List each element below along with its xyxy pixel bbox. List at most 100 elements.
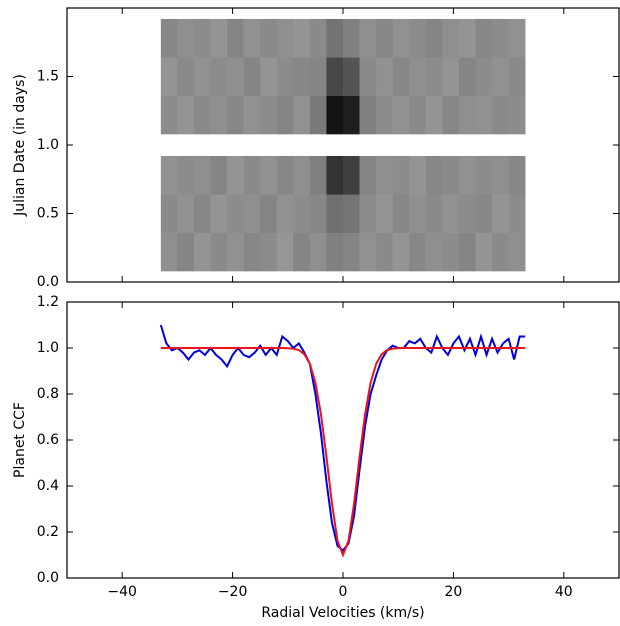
heatmap-cell xyxy=(260,57,278,96)
x-tick-label: 20 xyxy=(444,584,462,600)
heatmap-cell xyxy=(309,95,327,135)
heatmap-cell xyxy=(343,95,360,135)
heatmap-cell xyxy=(409,155,427,195)
heatmap-cell xyxy=(326,194,344,233)
heatmap-cell xyxy=(326,155,344,195)
y-tick-label: 0.2 xyxy=(37,524,59,540)
heatmap-cell xyxy=(276,232,294,272)
heatmap-cell xyxy=(210,95,228,135)
y-tick-label: 0.4 xyxy=(37,478,59,494)
heatmap-cell xyxy=(409,232,427,272)
y-axis-label: Planet CCF xyxy=(12,402,28,478)
heatmap-cell xyxy=(392,95,410,135)
heatmap-cell xyxy=(160,57,178,96)
heatmap-cell xyxy=(293,232,311,272)
heatmap-cell xyxy=(276,95,294,135)
heatmap-cell xyxy=(508,95,526,135)
heatmap-cell xyxy=(359,194,377,233)
y-tick-label: 0.0 xyxy=(37,274,59,290)
heatmap-cell xyxy=(210,155,228,195)
heatmap-cell xyxy=(409,57,427,96)
heatmap-cell xyxy=(475,18,493,58)
y-tick-label: 1.5 xyxy=(37,69,59,85)
heatmap-cell xyxy=(160,194,178,233)
y-tick-label: 1.2 xyxy=(37,294,59,310)
heatmap-cell xyxy=(243,57,261,96)
heatmap-cell xyxy=(359,57,377,96)
heatmap-cell xyxy=(376,95,393,135)
heatmap-cell xyxy=(475,194,493,233)
heatmap-cell xyxy=(376,232,393,272)
heatmap-cell xyxy=(227,232,244,272)
heatmap-cell xyxy=(326,57,344,96)
y-tick-label: 0.0 xyxy=(37,570,59,586)
heatmap-cell xyxy=(227,155,244,195)
heatmap-cell xyxy=(508,18,526,58)
heatmap-cell xyxy=(293,194,311,233)
heatmap-cell xyxy=(409,95,427,135)
heatmap-cell xyxy=(492,95,509,135)
heatmap-cell xyxy=(160,155,178,195)
heatmap-cell xyxy=(458,232,476,272)
heatmap-cell xyxy=(492,194,509,233)
heatmap-cell xyxy=(193,155,211,195)
heatmap-cell xyxy=(260,18,278,58)
heatmap-cell xyxy=(392,18,410,58)
heatmap-cell xyxy=(442,194,460,233)
heatmap-cell xyxy=(243,18,261,58)
y-tick-label: 0.8 xyxy=(37,386,59,402)
heatmap-cell xyxy=(160,232,178,272)
heatmap-cell xyxy=(293,57,311,96)
heatmap-cell xyxy=(309,232,327,272)
heatmap-cell xyxy=(177,95,195,135)
heatmap-cell xyxy=(193,232,211,272)
heatmap-cell xyxy=(458,57,476,96)
heatmap-cell xyxy=(442,155,460,195)
heatmap-cell xyxy=(492,155,509,195)
heatmap-cell xyxy=(508,232,526,272)
y-axis-label: Julian Date (in days) xyxy=(12,74,28,217)
heatmap-cell xyxy=(359,232,377,272)
heatmap-cell xyxy=(177,18,195,58)
heatmap-cell xyxy=(260,95,278,135)
axes-frame xyxy=(66,301,620,579)
heatmap-cell xyxy=(409,18,427,58)
heatmap-cell xyxy=(210,57,228,96)
heatmap-cell xyxy=(260,155,278,195)
heatmap-cell xyxy=(409,194,427,233)
heatmap-cell xyxy=(359,18,377,58)
heatmap-cell xyxy=(508,194,526,233)
heatmap-cell xyxy=(243,232,261,272)
heatmap-cell xyxy=(392,155,410,195)
heatmap-cell xyxy=(492,57,509,96)
heatmap-cell xyxy=(376,194,393,233)
heatmap-cell xyxy=(508,57,526,96)
heatmap-cell xyxy=(326,18,344,58)
heatmap-cell xyxy=(475,232,493,272)
heatmap-cell xyxy=(193,95,211,135)
heatmap-cell xyxy=(392,194,410,233)
heatmap-cell xyxy=(309,155,327,195)
x-tick-label: −40 xyxy=(107,584,137,600)
heatmap-cell xyxy=(177,232,195,272)
y-tick-label: 0.6 xyxy=(37,432,59,448)
heatmap-cell xyxy=(343,18,360,58)
heatmap-cell xyxy=(425,57,443,96)
heatmap-cell xyxy=(492,232,509,272)
heatmap-cell xyxy=(442,232,460,272)
heatmap-cell xyxy=(193,194,211,233)
heatmap-cell xyxy=(425,232,443,272)
heatmap-cell xyxy=(425,194,443,233)
heatmap-cell xyxy=(160,18,178,58)
heatmap-cell xyxy=(210,232,228,272)
x-tick-label: 0 xyxy=(339,584,348,600)
heatmap-cell xyxy=(458,95,476,135)
heatmap-cell xyxy=(309,18,327,58)
heatmap-cell xyxy=(227,95,244,135)
heatmap-cell xyxy=(425,18,443,58)
heatmap-cell xyxy=(260,194,278,233)
heatmap-cell xyxy=(475,95,493,135)
heatmap-cell xyxy=(260,232,278,272)
heatmap-cell xyxy=(343,194,360,233)
heatmap-cell xyxy=(276,155,294,195)
